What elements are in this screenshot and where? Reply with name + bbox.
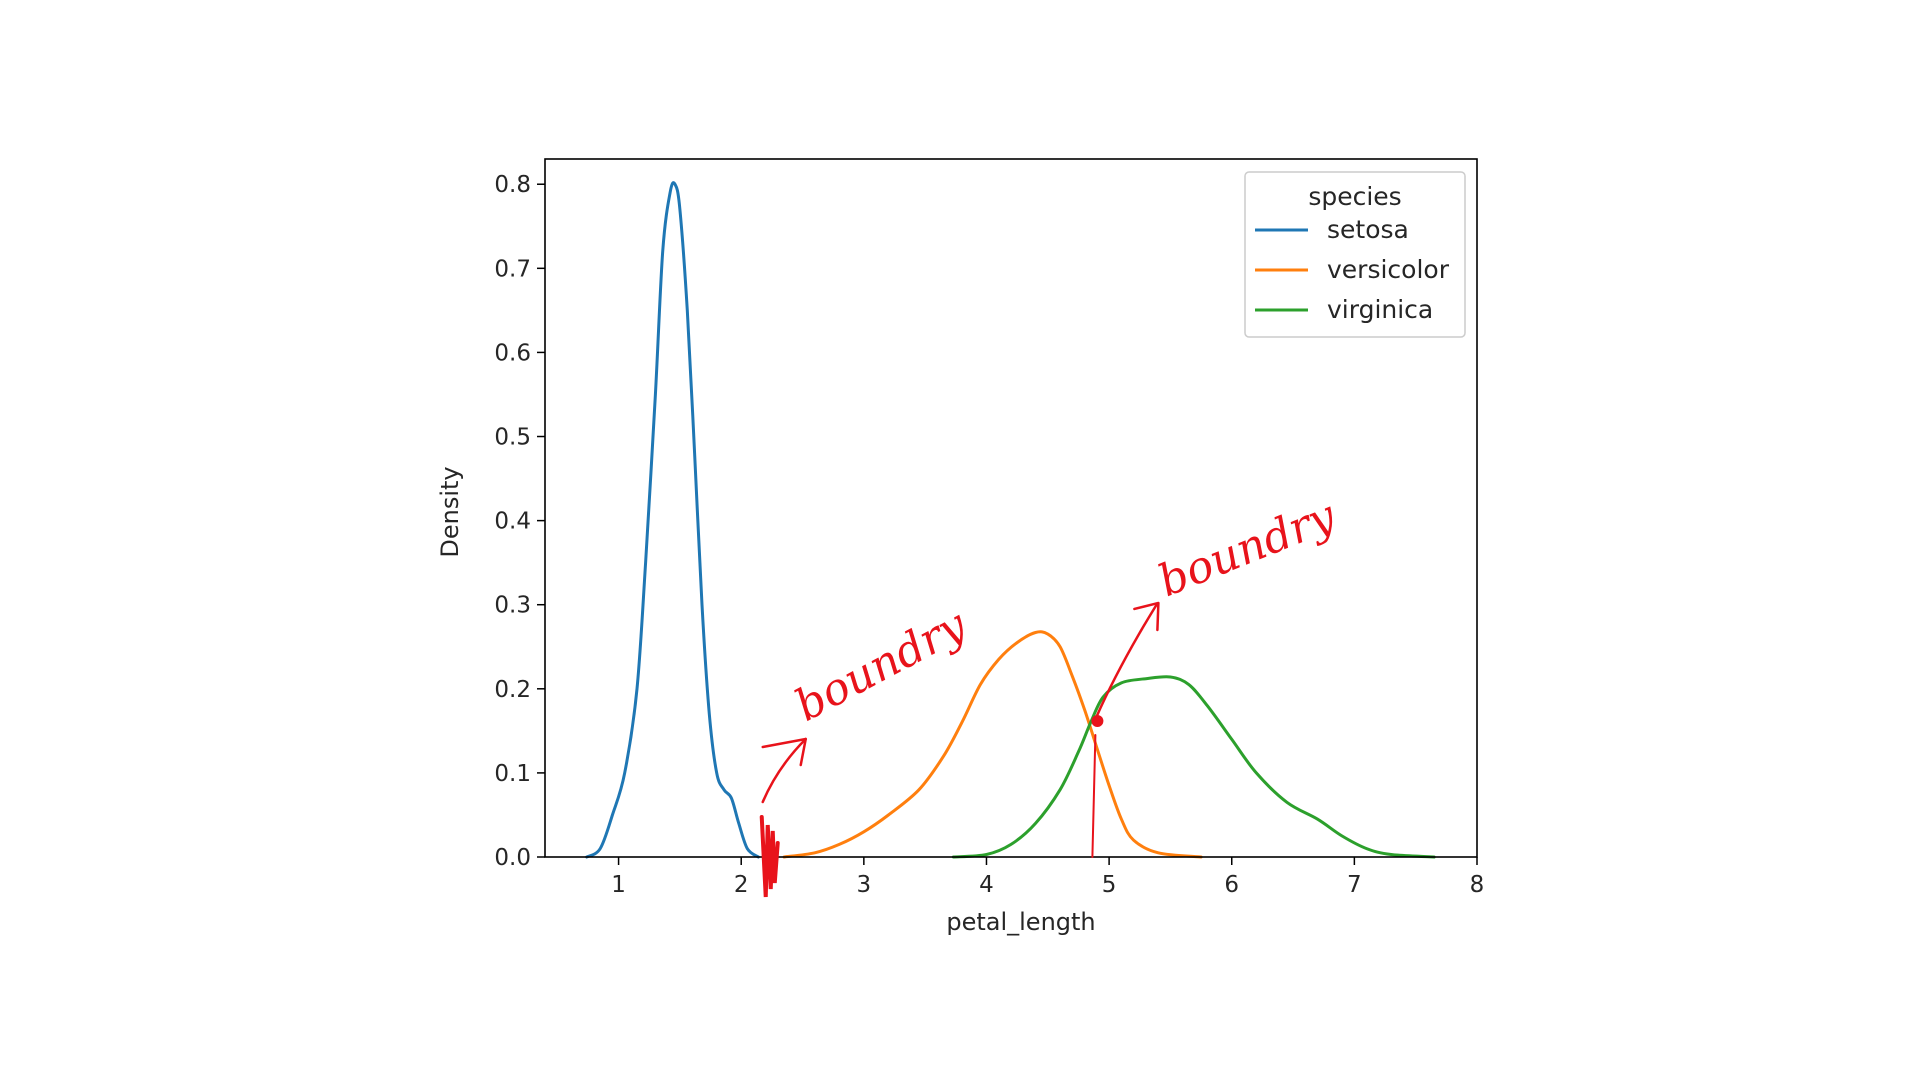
annotation-arrow-1 bbox=[761, 737, 807, 804]
x-tick-label: 1 bbox=[611, 872, 626, 898]
y-tick-label: 0.8 bbox=[494, 172, 531, 198]
y-tick-label: 0.4 bbox=[494, 509, 531, 535]
x-tick-label: 6 bbox=[1224, 872, 1239, 898]
legend-box bbox=[1244, 171, 1466, 338]
legend-entry-setosa: setosa bbox=[1327, 215, 1409, 244]
y-tick-label: 0.0 bbox=[494, 845, 531, 871]
axes: 1 2 3 4 5 6 7 8 0.0 0.1 0.2 0.3 0.4 0.5 0.6 0.7 0.8 petal… bbox=[436, 158, 1485, 936]
annotation-arrowhead-2 bbox=[1133, 601, 1160, 632]
legend-entry-virginica: virginica bbox=[1327, 295, 1433, 324]
legend-title: species bbox=[1308, 182, 1401, 211]
series-line-setosa bbox=[585, 181, 760, 859]
x-axis-label: petal_length bbox=[946, 908, 1095, 936]
annotation-dot bbox=[1091, 714, 1104, 727]
annotation-vertical-mark bbox=[1091, 733, 1097, 858]
x-tick-label: 7 bbox=[1347, 872, 1362, 898]
y-tick-label: 0.3 bbox=[494, 593, 531, 619]
annotation-scribble-mark bbox=[759, 815, 780, 898]
annotation-arrow-2 bbox=[1095, 603, 1158, 719]
legend-entry-versicolor: versicolor bbox=[1327, 255, 1450, 284]
x-tick-label: 2 bbox=[734, 872, 749, 898]
x-tick-label: 3 bbox=[857, 872, 872, 898]
axes-frame bbox=[544, 158, 1478, 858]
y-tick-label: 0.5 bbox=[494, 425, 531, 451]
annotation-text-1: boundry bbox=[787, 599, 976, 732]
x-tick-label: 4 bbox=[979, 872, 994, 898]
y-tick-label: 0.6 bbox=[494, 340, 531, 366]
plot-area bbox=[585, 181, 1436, 859]
annotation-text-2: boundry bbox=[1151, 490, 1343, 607]
y-axis-label: Density bbox=[436, 466, 464, 557]
y-tick-label: 0.2 bbox=[494, 677, 531, 703]
annotation-arrowhead-1 bbox=[761, 737, 807, 767]
series-line-versicolor bbox=[782, 630, 1203, 859]
x-tick-label: 8 bbox=[1470, 872, 1485, 898]
x-tick-label: 5 bbox=[1102, 872, 1117, 898]
series-line-virginica bbox=[951, 675, 1436, 859]
handwritten-annotations: boundry boundry bbox=[759, 490, 1343, 898]
y-tick-label: 0.7 bbox=[494, 256, 531, 282]
legend: species setosa versicolor virginica bbox=[1244, 171, 1466, 338]
y-tick-label: 0.1 bbox=[494, 761, 531, 787]
